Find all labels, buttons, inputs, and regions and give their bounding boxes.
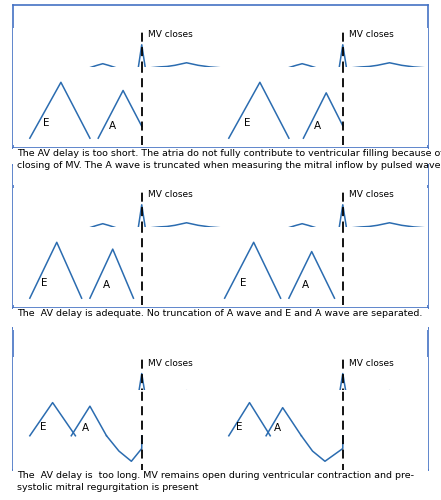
Text: E: E (43, 118, 50, 128)
Text: E: E (236, 422, 243, 432)
Text: MV closes: MV closes (148, 360, 193, 368)
Text: MV closes: MV closes (349, 30, 394, 39)
Text: MV closes: MV closes (148, 190, 193, 199)
Text: A: A (109, 121, 116, 131)
Text: A: A (103, 280, 110, 289)
Text: The AV delay is too short. The atria do not fully contribute to ventricular fill: The AV delay is too short. The atria do … (17, 150, 441, 170)
Text: MV closes: MV closes (349, 190, 394, 199)
Text: A: A (274, 422, 281, 432)
Text: The  AV delay is  too long. MV remains open during ventricular contraction and p: The AV delay is too long. MV remains ope… (17, 472, 415, 492)
Text: E: E (41, 278, 48, 288)
Text: E: E (244, 118, 250, 128)
Text: A: A (314, 121, 321, 131)
Text: The  AV delay is adequate. No truncation of A wave and E and A wave are separate: The AV delay is adequate. No truncation … (17, 308, 423, 318)
Text: E: E (40, 422, 46, 432)
Text: MV closes: MV closes (349, 360, 394, 368)
Text: MV closes: MV closes (148, 30, 193, 39)
Text: E: E (240, 278, 247, 288)
Text: A: A (82, 422, 90, 432)
Text: A: A (302, 280, 309, 289)
